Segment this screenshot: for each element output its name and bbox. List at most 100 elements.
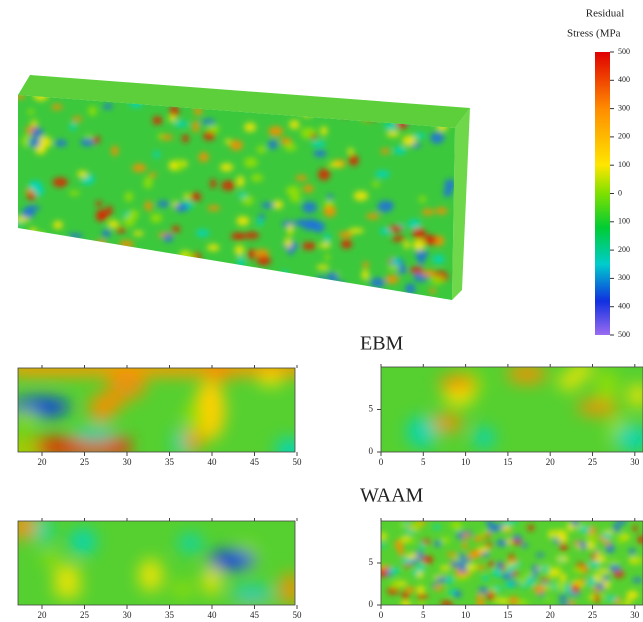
stress-blob: [29, 137, 40, 147]
stress-blob: [432, 525, 441, 529]
stress-blob: [586, 542, 596, 550]
stress-blob: [509, 553, 514, 560]
colorbar-title: Stress (MPa: [567, 28, 621, 40]
stress-blob: [199, 152, 209, 162]
stress-blob: [150, 213, 162, 222]
x-tick-label: 40: [208, 610, 218, 620]
stress-blob: [31, 120, 38, 126]
stress-blob: [363, 262, 369, 269]
stress-blob: [534, 585, 545, 594]
colorbar-tick-label: 300: [618, 103, 630, 112]
stress-blob: [73, 427, 116, 443]
x-tick-label: 20: [546, 457, 556, 467]
stress-blob: [482, 575, 489, 581]
stress-blob: [536, 553, 545, 557]
stress-blob: [212, 267, 224, 276]
stress-blob: [316, 265, 329, 270]
stress-blob: [139, 559, 163, 592]
x-tick-label: 20: [38, 457, 48, 467]
stress-blob: [619, 602, 629, 606]
stress-blob: [402, 591, 409, 600]
stress-blob: [459, 566, 467, 572]
stress-blob: [597, 569, 610, 574]
stress-blob: [430, 132, 444, 144]
stress-blob: [229, 279, 241, 290]
stress-blob: [133, 231, 144, 236]
stress-blob: [286, 186, 300, 196]
stress-blob: [281, 270, 288, 278]
stress-blob: [571, 519, 578, 526]
stress-blob: [450, 521, 462, 529]
stress-blob: [324, 233, 331, 243]
stress-blob: [440, 537, 450, 544]
colorbar-tick-label: 200: [618, 245, 630, 254]
stress-blob: [417, 594, 428, 600]
stress-blob: [103, 393, 125, 411]
stress-blob: [619, 535, 626, 542]
stress-blob: [528, 525, 535, 532]
stress-blob: [559, 594, 566, 600]
stress-blob: [594, 556, 607, 562]
stress-blob: [485, 533, 491, 538]
x-tick-label: 15: [503, 457, 513, 467]
stress-blob: [415, 250, 429, 258]
stress-blob: [52, 565, 81, 583]
stress-blob: [375, 170, 390, 178]
stress-blob: [560, 573, 566, 582]
stress-blob: [34, 185, 44, 197]
stress-blob: [410, 267, 423, 274]
stress-blob: [142, 296, 148, 302]
x-tick-label: 10: [461, 610, 471, 620]
stress-blob: [93, 136, 100, 143]
stress-blob: [486, 592, 495, 601]
stress-blob: [399, 522, 407, 527]
stress-blob: [210, 179, 216, 188]
stress-blob: [507, 519, 518, 524]
stress-blob: [145, 201, 153, 211]
x-tick-label: 30: [630, 457, 640, 467]
stress-blob: [0, 435, 39, 463]
stress-blob: [82, 242, 91, 251]
stress-blob: [55, 140, 67, 147]
stress-blob: [178, 534, 202, 553]
stress-blob: [261, 202, 274, 208]
stress-blob: [69, 191, 80, 196]
stress-blob: [576, 545, 582, 550]
stress-blob: [102, 229, 110, 237]
stress-blob: [526, 578, 535, 587]
stress-blob: [419, 196, 426, 202]
stress-blob: [517, 578, 526, 584]
stress-blob: [633, 555, 640, 564]
stress-blob: [103, 104, 113, 109]
stress-blob: [407, 538, 415, 544]
stress-blob: [509, 596, 519, 605]
stress-blob: [415, 96, 430, 104]
stress-blob: [422, 209, 434, 215]
stress-blob: [387, 293, 403, 303]
x-tick-label: 30: [123, 610, 133, 620]
stress-blob: [237, 256, 245, 267]
stress-blob: [182, 253, 196, 263]
stress-blob: [595, 551, 601, 556]
stress-blob: [423, 235, 436, 246]
stress-blob: [303, 185, 314, 192]
colorbar-title: Residual: [586, 8, 625, 20]
stress-blob: [432, 255, 445, 264]
stress-blob: [326, 273, 339, 283]
stress-blob: [603, 580, 611, 589]
stress-blob: [231, 232, 246, 240]
stress-blob: [477, 593, 484, 601]
x-tick-label: 45: [250, 457, 260, 467]
stress-blob: [463, 533, 470, 539]
stress-blob: [179, 251, 191, 263]
stress-blob: [392, 236, 405, 242]
stress-blob: [393, 146, 406, 154]
stress-blob: [546, 597, 551, 601]
stress-blob: [515, 562, 522, 566]
stress-blob: [402, 135, 416, 146]
stress-blob: [231, 584, 274, 605]
stress-blob: [289, 120, 300, 129]
stress-blob: [435, 207, 448, 214]
stress-blob: [121, 271, 136, 281]
